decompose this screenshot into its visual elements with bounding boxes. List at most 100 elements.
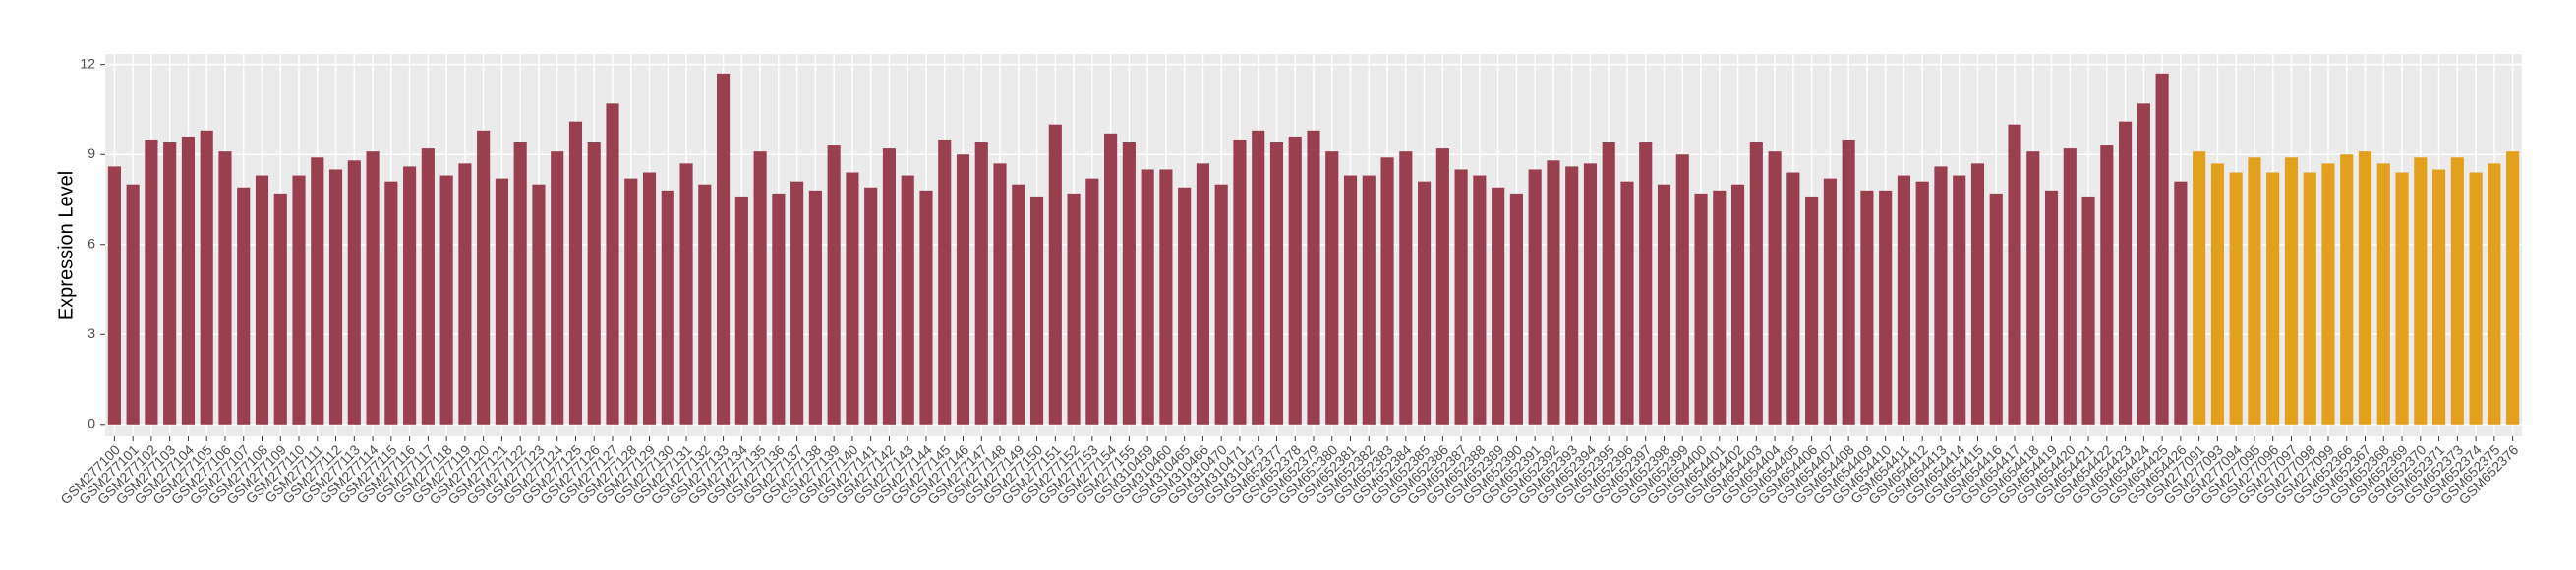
bar [513, 142, 527, 425]
bar [624, 178, 638, 425]
bar [642, 172, 657, 425]
bar [1620, 181, 1634, 425]
bar [1713, 190, 1727, 425]
bar [2303, 172, 2316, 425]
bar [1418, 181, 1432, 425]
bar [2155, 73, 2169, 425]
bar [1565, 166, 1579, 425]
bar [311, 157, 324, 425]
bar [2210, 163, 2224, 425]
bar [1897, 175, 1910, 425]
bar [2174, 181, 2188, 425]
bar [2431, 169, 2446, 425]
bar [1915, 181, 1929, 425]
bar [2248, 157, 2261, 425]
bar [1583, 163, 1598, 425]
bar [1694, 193, 1708, 425]
bar [1805, 196, 1819, 425]
bar [2506, 151, 2520, 425]
bar [2063, 148, 2077, 425]
bar [606, 103, 619, 425]
bar [698, 184, 712, 425]
bar [1602, 142, 1615, 425]
bar [366, 151, 380, 425]
bar [273, 193, 287, 425]
bar [2026, 151, 2040, 425]
y-tick-label: 0 [88, 415, 95, 430]
bar [1786, 172, 1800, 425]
bar [1675, 154, 1689, 425]
bar [2008, 124, 2021, 425]
bar [1159, 169, 1173, 425]
bar [1528, 169, 1542, 425]
bar [495, 178, 508, 425]
bar [1970, 163, 1985, 425]
bar [753, 151, 767, 425]
bar [458, 163, 472, 425]
y-tick-label: 12 [80, 55, 95, 71]
bar [1860, 190, 1874, 425]
bar [1178, 187, 1192, 425]
bar [237, 187, 251, 425]
bar [1252, 130, 1265, 425]
bar [882, 148, 897, 425]
bar [2469, 172, 2483, 425]
bar [1509, 193, 1523, 425]
bar [808, 190, 822, 425]
bar [421, 148, 435, 425]
bar [1473, 175, 1487, 425]
bar [1288, 136, 1302, 425]
bar [2081, 196, 2095, 425]
bar [2450, 157, 2464, 425]
bar [126, 184, 140, 425]
bar [2100, 145, 2114, 425]
bar [846, 172, 859, 425]
bar [218, 151, 232, 425]
bar [938, 139, 952, 425]
bar [993, 163, 1007, 425]
bar [1141, 169, 1154, 425]
bar [439, 175, 453, 425]
bar [1122, 142, 1136, 425]
bar [532, 184, 546, 425]
bar [1362, 175, 1376, 425]
bar [1380, 157, 1394, 425]
bar [1012, 184, 1025, 425]
bar [403, 166, 417, 425]
bar [1029, 196, 1044, 425]
bar [1934, 166, 1948, 425]
bar [1104, 133, 1118, 425]
bar [1048, 124, 1062, 425]
bar [1233, 139, 1247, 425]
bar [974, 142, 988, 425]
bar [734, 196, 748, 425]
bar [717, 73, 731, 425]
y-tick-label: 3 [88, 325, 95, 341]
bar [1196, 163, 1209, 425]
y-axis-title: Expression Level [55, 171, 77, 320]
bar [1953, 175, 1966, 425]
bar [772, 193, 786, 425]
bar [956, 154, 970, 425]
bar [1399, 151, 1413, 425]
y-tick-label: 9 [88, 145, 95, 161]
y-tick-label: 6 [88, 235, 95, 251]
bar [679, 163, 693, 425]
bar [1842, 139, 1855, 425]
bar [2358, 151, 2372, 425]
bar [200, 130, 213, 425]
bar [587, 142, 601, 425]
bar [2395, 172, 2409, 425]
bar [1269, 142, 1284, 425]
bar [107, 166, 121, 425]
bar [2284, 157, 2299, 425]
bar [919, 190, 933, 425]
bar [2119, 121, 2133, 425]
bar [1879, 190, 1893, 425]
bar [1067, 193, 1081, 425]
bar [1768, 151, 1782, 425]
bar [1657, 184, 1671, 425]
bar [163, 142, 177, 425]
